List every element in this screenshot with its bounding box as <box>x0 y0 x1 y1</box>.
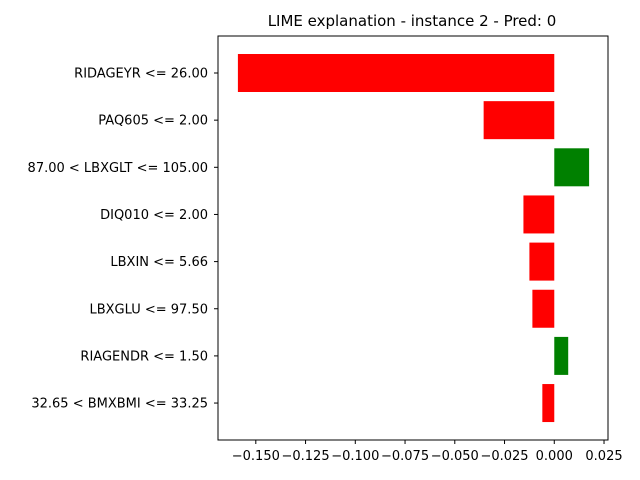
y-label-2: 87.00 < LBXGLT <= 105.00 <box>28 161 208 176</box>
x-tick-label-7: 0.025 <box>585 449 622 464</box>
y-label-3: DIQ010 <= 2.00 <box>100 208 208 223</box>
y-label-4: LBXIN <= 5.66 <box>110 255 208 270</box>
y-tick-labels: RIDAGEYR <= 26.00 PAQ605 <= 2.00 87.00 < L… <box>28 67 218 412</box>
bars-group <box>237 54 590 423</box>
bar-4 <box>529 242 555 281</box>
bar-1 <box>483 101 555 140</box>
x-tick-label-1: −0.125 <box>281 449 329 464</box>
x-tick-label-5: −0.025 <box>480 449 528 464</box>
x-tick-label-4: −0.050 <box>431 449 479 464</box>
x-tick-label-2: −0.100 <box>331 449 379 464</box>
plot-frame <box>217 35 609 441</box>
chart-title: LIME explanation - instance 2 - Pred: 0 <box>268 12 557 30</box>
y-label-1: PAQ605 <= 2.00 <box>98 114 208 129</box>
x-tick-label-3: −0.075 <box>381 449 429 464</box>
x-tick-label-0: −0.150 <box>232 449 280 464</box>
bar-5 <box>532 289 555 328</box>
x-tick-label-6: 0.000 <box>536 449 573 464</box>
bar-2 <box>554 148 590 187</box>
bar-7 <box>542 384 555 423</box>
y-label-6: RIAGENDR <= 1.50 <box>80 349 208 364</box>
y-label-5: LBXGLU <= 97.50 <box>89 302 208 317</box>
y-label-0: RIDAGEYR <= 26.00 <box>74 67 208 82</box>
y-label-7: 32.65 < BMXBMI <= 33.25 <box>31 397 208 412</box>
bar-3 <box>523 195 555 234</box>
bar-6 <box>554 336 569 375</box>
x-ticks: −0.150 −0.125 −0.100 −0.075 −0.050 −0.025 0.00… <box>232 440 623 464</box>
bar-0 <box>237 54 555 92</box>
